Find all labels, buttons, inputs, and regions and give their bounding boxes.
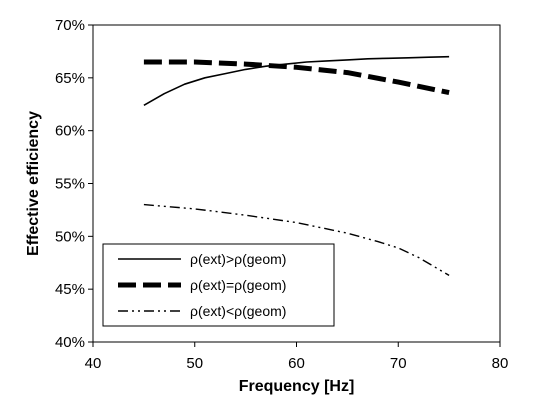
- x-axis-title: Frequency [Hz]: [239, 378, 355, 395]
- legend-box: [102, 243, 335, 327]
- y-tick-label: 55%: [55, 176, 85, 193]
- x-tick-label: 70: [390, 355, 407, 372]
- y-tick-label: 45%: [55, 281, 85, 298]
- x-axis-ticks: 40 50 60 70 80: [85, 342, 509, 372]
- series-line-2: [143, 59, 450, 96]
- legend-label: ρ(ext)=ρ(geom): [190, 277, 286, 293]
- plot-area: [92, 24, 501, 343]
- y-axis-title: Effective efficiency: [25, 111, 42, 256]
- legend: ρ(ext)>ρ(geom) ρ(ext)=ρ(geom) ρ(ext)<ρ(geo…: [102, 243, 335, 327]
- legend-label: ρ(ext)<ρ(geom): [190, 303, 286, 319]
- legend-label: ρ(ext)>ρ(geom): [190, 251, 286, 267]
- y-tick-label: 65%: [55, 70, 85, 87]
- y-tick-label: 50%: [55, 228, 85, 245]
- y-axis-ticks: 40% 45% 50% 55% 60% 65% 70%: [55, 17, 93, 351]
- x-tick-label: 80: [492, 355, 509, 372]
- x-tick-label: 40: [85, 355, 102, 372]
- series-layer: [143, 55, 450, 277]
- series-line-1: [143, 55, 450, 106]
- y-tick-label: 70%: [55, 17, 85, 34]
- x-tick-label: 60: [288, 355, 305, 372]
- y-tick-label: 40%: [55, 334, 85, 351]
- y-tick-label: 60%: [55, 123, 85, 140]
- x-tick-label: 50: [186, 355, 203, 372]
